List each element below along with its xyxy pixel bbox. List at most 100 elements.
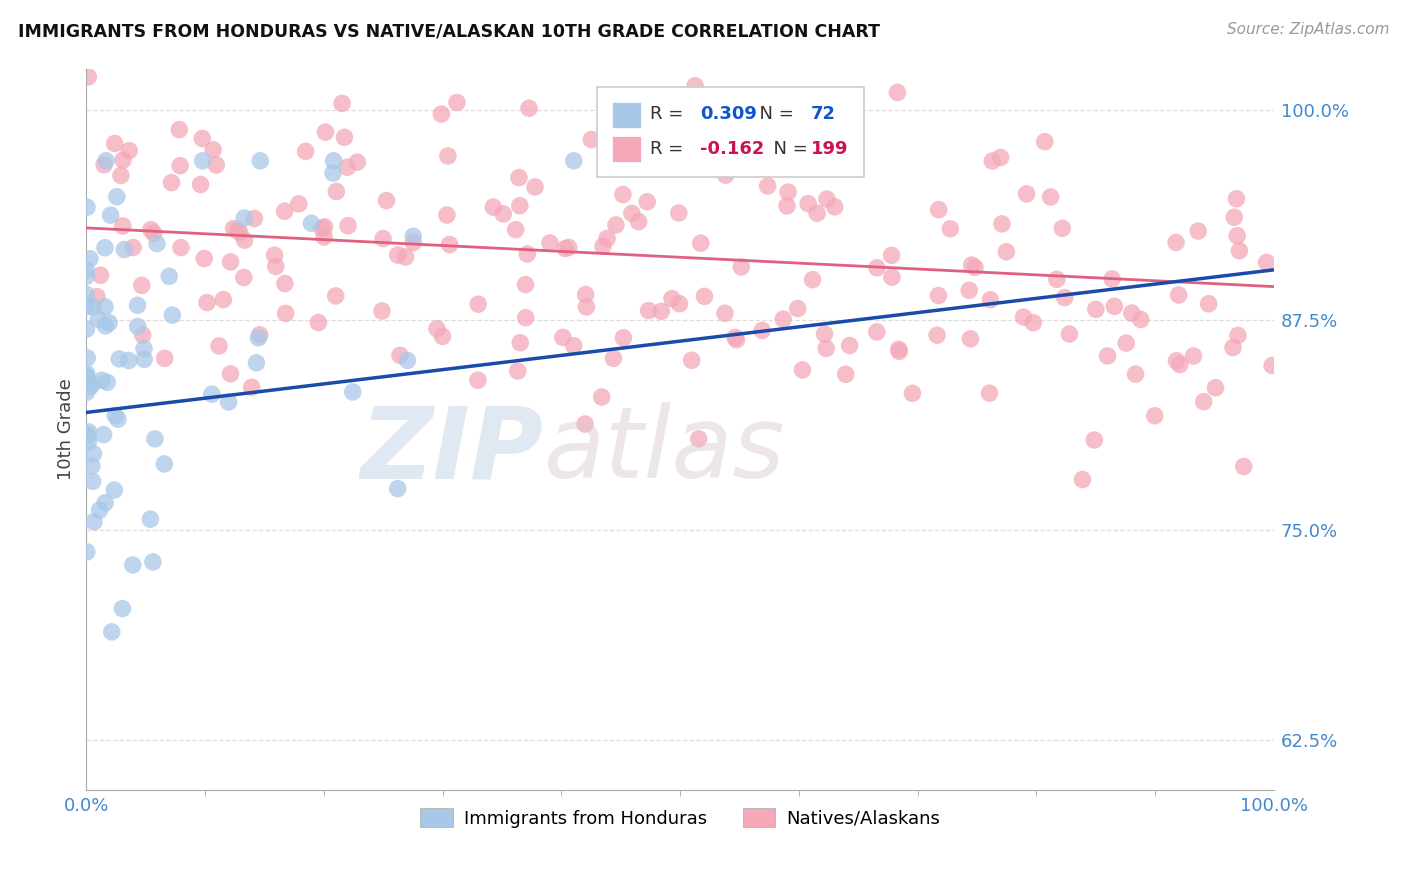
Point (76, 371, 98, 385)
Point (89, 503, 111, 517)
Point (77, 434, 100, 449)
Point (249, 153, 271, 168)
Point (990, 151, 1012, 165)
Point (439, 237, 461, 252)
FancyBboxPatch shape (613, 102, 641, 128)
Point (591, 390, 613, 404)
Point (889, 344, 911, 359)
Point (146, 236, 169, 251)
Point (94, 153, 117, 168)
Point (792, 120, 814, 134)
Point (1053, 291, 1076, 305)
Point (142, 226, 165, 240)
Point (991, 217, 1014, 231)
Point (1225, 192, 1247, 206)
Point (1192, 394, 1215, 409)
Point (346, 155, 368, 169)
Point (76, 545, 98, 559)
Point (402, 229, 425, 244)
Point (887, 343, 910, 357)
Point (93, 427, 115, 442)
Point (337, 219, 360, 233)
Point (139, 512, 162, 526)
Point (1104, 299, 1126, 313)
Point (160, 176, 183, 190)
Point (82, 377, 104, 392)
Point (75, 269, 97, 284)
Point (110, 169, 132, 183)
Point (668, 206, 690, 220)
Point (93, 158, 115, 172)
Point (103, 483, 125, 497)
Point (693, 289, 716, 303)
Point (515, 310, 537, 325)
Point (1059, 326, 1081, 341)
Point (82, 447, 104, 461)
Point (1168, 358, 1191, 372)
Point (153, 457, 176, 471)
Point (901, 386, 924, 401)
Text: 0.309: 0.309 (700, 105, 758, 123)
Point (247, 331, 270, 345)
Point (82, 475, 104, 489)
Point (205, 158, 228, 172)
Point (538, 235, 561, 250)
Point (201, 387, 224, 401)
Point (191, 131, 214, 145)
Point (650, 304, 672, 318)
Point (939, 222, 962, 236)
Point (226, 223, 249, 237)
Point (815, 192, 838, 206)
Point (233, 233, 256, 247)
Point (162, 308, 184, 322)
Point (637, 303, 659, 318)
Point (75, 263, 97, 277)
Point (1167, 288, 1189, 302)
Point (98, 316, 121, 330)
Point (76, 200, 98, 214)
Point (121, 558, 143, 572)
Point (509, 335, 531, 350)
Point (508, 170, 530, 185)
Point (562, 153, 585, 168)
Point (730, 260, 752, 274)
Point (75, 322, 97, 336)
FancyBboxPatch shape (598, 87, 865, 177)
Point (506, 364, 529, 378)
Point (170, 241, 193, 255)
Point (132, 342, 155, 356)
Point (517, 101, 540, 115)
Point (1125, 367, 1147, 381)
Point (388, 348, 411, 362)
Point (402, 235, 425, 250)
Point (245, 356, 267, 370)
Point (314, 125, 336, 139)
Point (118, 353, 141, 368)
Point (371, 304, 394, 318)
Point (169, 159, 191, 173)
Point (375, 194, 398, 208)
Point (592, 239, 614, 253)
Point (195, 295, 218, 310)
Point (94, 300, 117, 314)
Text: N =: N = (762, 140, 814, 158)
Point (127, 298, 149, 312)
Point (222, 221, 245, 235)
Point (153, 351, 176, 366)
Point (249, 327, 271, 342)
Point (86, 290, 108, 304)
Point (273, 204, 295, 219)
Point (960, 258, 983, 272)
Point (263, 248, 285, 262)
Point (1015, 186, 1038, 201)
Y-axis label: 10th Grade: 10th Grade (58, 378, 75, 480)
Point (505, 222, 527, 236)
Point (628, 142, 651, 156)
Point (1052, 221, 1074, 235)
Text: N =: N = (748, 105, 799, 123)
FancyBboxPatch shape (613, 136, 641, 162)
Point (79, 379, 101, 393)
Point (776, 185, 799, 199)
Point (786, 301, 808, 316)
Point (515, 277, 537, 292)
